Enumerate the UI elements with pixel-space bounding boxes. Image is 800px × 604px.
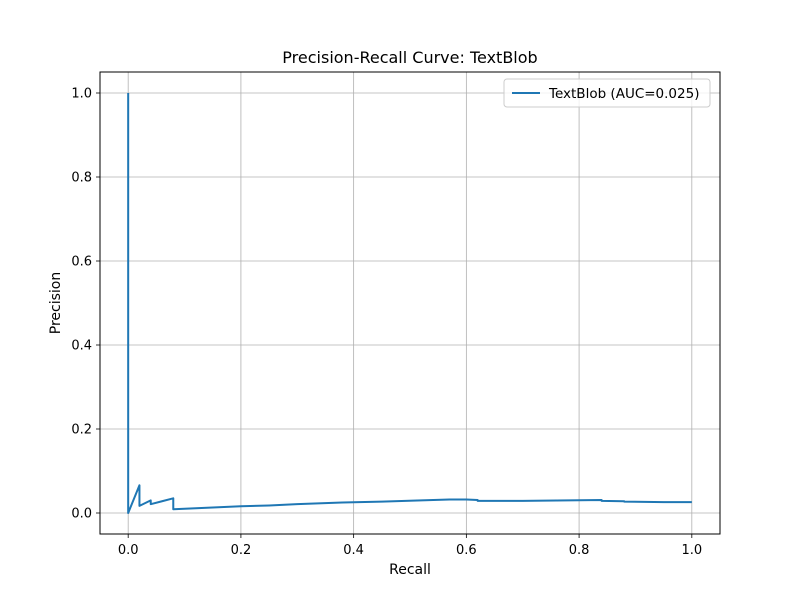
x-tick-label: 0.2 [231, 543, 252, 558]
x-axis-label: Recall [389, 562, 431, 578]
y-tick-label: 1.0 [71, 87, 92, 102]
plot-frame [99, 71, 721, 535]
y-tick-label: 0.6 [71, 255, 92, 270]
x-tick-label: 0.6 [456, 543, 477, 558]
grid [100, 72, 720, 534]
x-tick-label: 0.0 [118, 543, 139, 558]
x-tick-label: 0.4 [343, 543, 364, 558]
x-tick-label: 1.0 [681, 543, 702, 558]
series-layer [127, 93, 692, 514]
x-tick-label: 0.8 [569, 543, 590, 558]
y-tick-label: 0.4 [71, 339, 92, 354]
y-tick-label: 0.8 [71, 171, 92, 186]
ticks: 0.0 0.2 0.4 0.6 0.8 1.0 0.0 0.2 0.4 0.6 0.8 1.0 [71, 87, 702, 559]
chart-title: Precision-Recall Curve: TextBlob [282, 48, 537, 67]
series-line-0 [127, 93, 692, 514]
y-axis-label: Precision [48, 272, 64, 334]
y-tick-label: 0.0 [71, 507, 92, 522]
y-tick-label: 0.2 [71, 423, 92, 438]
legend-box [503, 78, 711, 108]
legend: TextBlob (AUC=0.025) [503, 78, 711, 108]
legend-label: TextBlob (AUC=0.025) [548, 86, 699, 102]
